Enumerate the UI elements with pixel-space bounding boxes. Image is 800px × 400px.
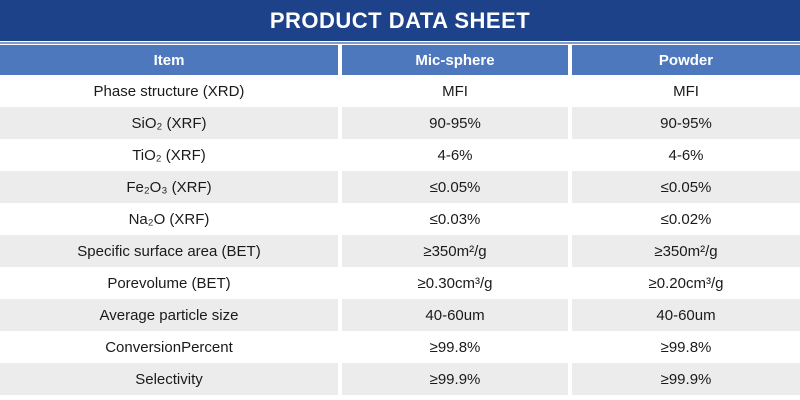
item-cell: Phase structure (XRD): [0, 75, 338, 107]
table-row: Average particle size 40-60um 40-60um: [0, 299, 800, 331]
mic-sphere-cell: ≥350m²/g: [342, 235, 568, 267]
mic-sphere-cell: 90-95%: [342, 107, 568, 139]
powder-cell: ≤0.05%: [572, 171, 800, 203]
title-bar: PRODUCT DATA SHEET: [0, 0, 800, 41]
page-title: PRODUCT DATA SHEET: [269, 7, 531, 33]
divider-rule: [0, 42, 800, 44]
mic-sphere-cell: ≤0.03%: [342, 203, 568, 235]
table-row: ConversionPercent ≥99.8% ≥99.8%: [0, 331, 800, 363]
table-row: Na₂O (XRF) ≤0.03% ≤0.02%: [0, 203, 800, 235]
table-row: Porevolume (BET) ≥0.30cm³/g ≥0.20cm³/g: [0, 267, 800, 299]
table-row: TiO₂ (XRF) 4-6% 4-6%: [0, 139, 800, 171]
table-body: Phase structure (XRD) MFI MFI SiO₂ (XRF)…: [0, 75, 800, 395]
powder-cell: 4-6%: [572, 139, 800, 171]
powder-cell: 40-60um: [572, 299, 800, 331]
table-row: SiO₂ (XRF) 90-95% 90-95%: [0, 107, 800, 139]
column-header-powder: Powder: [572, 45, 800, 75]
column-header-mic-sphere: Mic-sphere: [342, 45, 568, 75]
mic-sphere-cell: ≥0.30cm³/g: [342, 267, 568, 299]
mic-sphere-cell: 4-6%: [342, 139, 568, 171]
mic-sphere-cell: ≤0.05%: [342, 171, 568, 203]
mic-sphere-cell: 40-60um: [342, 299, 568, 331]
powder-cell: ≥99.8%: [572, 331, 800, 363]
powder-cell: 90-95%: [572, 107, 800, 139]
item-cell: SiO₂ (XRF): [0, 107, 338, 139]
powder-cell: ≥0.20cm³/g: [572, 267, 800, 299]
item-cell: ConversionPercent: [0, 331, 338, 363]
powder-cell: MFI: [572, 75, 800, 107]
item-cell: Average particle size: [0, 299, 338, 331]
table-header-row: Item Mic-sphere Powder: [0, 45, 800, 75]
item-cell: Porevolume (BET): [0, 267, 338, 299]
powder-cell: ≥99.9%: [572, 363, 800, 395]
table-row: Phase structure (XRD) MFI MFI: [0, 75, 800, 107]
powder-cell: ≥350m²/g: [572, 235, 800, 267]
column-header-item: Item: [0, 45, 338, 75]
item-cell: TiO₂ (XRF): [0, 139, 338, 171]
powder-cell: ≤0.02%: [572, 203, 800, 235]
mic-sphere-cell: ≥99.9%: [342, 363, 568, 395]
item-cell: Specific surface area (BET): [0, 235, 338, 267]
table-row: Specific surface area (BET) ≥350m²/g ≥35…: [0, 235, 800, 267]
item-cell: Na₂O (XRF): [0, 203, 338, 235]
mic-sphere-cell: ≥99.8%: [342, 331, 568, 363]
table-row: Fe₂O₃ (XRF) ≤0.05% ≤0.05%: [0, 171, 800, 203]
title-divider: [0, 41, 800, 45]
mic-sphere-cell: MFI: [342, 75, 568, 107]
item-cell: Fe₂O₃ (XRF): [0, 171, 338, 203]
item-cell: Selectivity: [0, 363, 338, 395]
table-row: Selectivity ≥99.9% ≥99.9%: [0, 363, 800, 395]
